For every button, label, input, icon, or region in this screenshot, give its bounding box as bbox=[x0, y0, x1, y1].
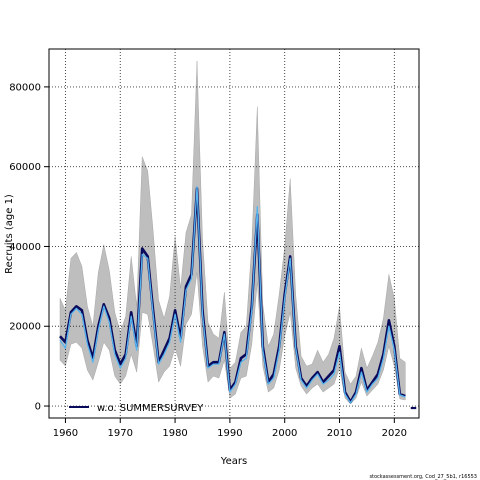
y-tick-label: 40000 bbox=[9, 242, 41, 253]
legend-label: w.o. SUMMERSURVEY bbox=[97, 403, 204, 414]
y-tick-label: 60000 bbox=[9, 162, 41, 173]
x-axis-title: Years bbox=[220, 456, 247, 467]
footer-credit: stockassessment.org, Cod_27_5b1, r16553 bbox=[369, 474, 477, 480]
x-tick-label: 1960 bbox=[53, 428, 78, 439]
series-layer bbox=[59, 185, 417, 410]
x-axis: 1960 1970 1980 1990 2000 2010 2020 bbox=[53, 418, 407, 439]
x-tick-label: 2020 bbox=[382, 428, 407, 439]
confidence-band-layer bbox=[59, 60, 406, 405]
legend: w.o. SUMMERSURVEY bbox=[69, 403, 204, 414]
series-line-alt bbox=[59, 185, 406, 404]
y-tick-label: 80000 bbox=[9, 82, 41, 93]
y-tick-label: 20000 bbox=[9, 322, 41, 333]
x-tick-label: 2010 bbox=[327, 428, 352, 439]
plot-frame bbox=[48, 48, 420, 419]
x-tick-label: 1970 bbox=[108, 428, 133, 439]
x-tick-label: 1980 bbox=[162, 428, 187, 439]
y-axis: 0 20000 40000 60000 80000 bbox=[9, 82, 49, 413]
y-axis-title: Recruits (age 1) bbox=[4, 194, 15, 274]
series-line-main bbox=[59, 187, 406, 404]
x-tick-label: 1990 bbox=[217, 428, 242, 439]
x-tick-label: 2000 bbox=[272, 428, 297, 439]
confidence-band bbox=[59, 60, 406, 405]
y-tick-label: 0 bbox=[35, 402, 41, 413]
